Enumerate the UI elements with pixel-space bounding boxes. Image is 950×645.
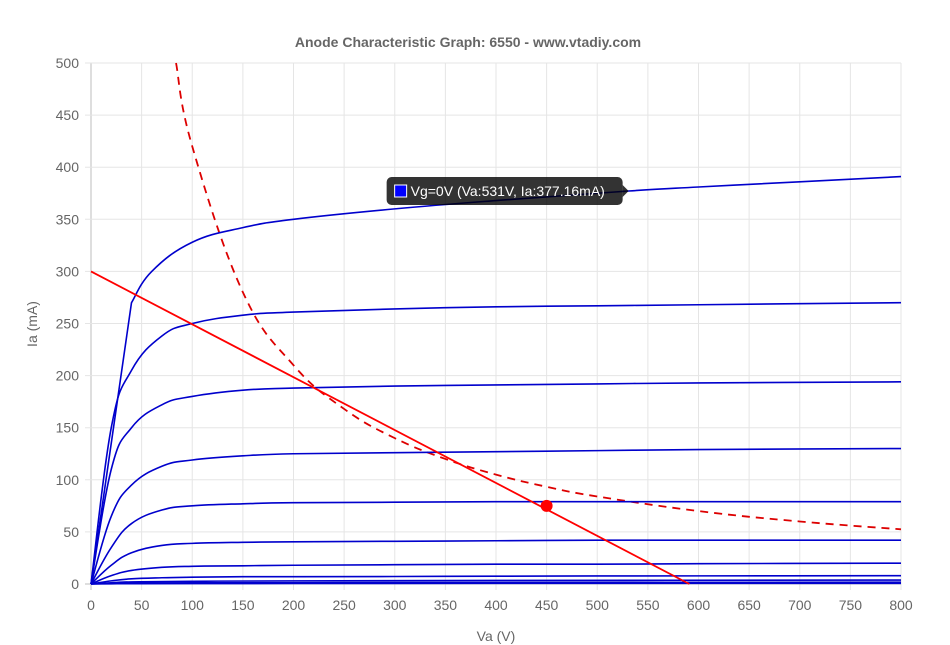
plot-area bbox=[90, 62, 902, 585]
chart-title: Anode Characteristic Graph: 6550 - www.v… bbox=[295, 34, 641, 50]
characteristic-curve bbox=[90, 381, 902, 585]
tooltip-swatch bbox=[394, 184, 408, 198]
x-tick-label: 300 bbox=[383, 597, 407, 613]
x-tick-label: 150 bbox=[231, 597, 255, 613]
y-axis-label: Ia (mA) bbox=[24, 301, 40, 347]
x-axis-ticks: 0 50 100 150 200 250 300 350 400 450 500 550 600 650 7… bbox=[87, 597, 913, 613]
characteristic-curve bbox=[90, 582, 902, 585]
tooltip-box bbox=[386, 176, 623, 205]
y-tick-label: 150 bbox=[56, 420, 80, 436]
x-tick-label: 650 bbox=[737, 597, 761, 613]
y-tick-label: 400 bbox=[56, 159, 80, 175]
x-tick-label: 500 bbox=[586, 597, 610, 613]
y-axis-ticks: 0 50 100 150 200 250 300 350 400 450 500 bbox=[56, 55, 80, 592]
x-tick-label: 50 bbox=[134, 597, 150, 613]
characteristic-curve bbox=[90, 175, 902, 585]
y-tick-label: 450 bbox=[56, 107, 80, 123]
x-tick-label: 100 bbox=[181, 597, 205, 613]
y-tick-label: 500 bbox=[56, 55, 80, 71]
y-tick-label: 50 bbox=[63, 524, 79, 540]
characteristic-curve bbox=[90, 579, 902, 585]
x-tick-label: 750 bbox=[839, 597, 863, 613]
x-tick-label: 400 bbox=[484, 597, 508, 613]
x-tick-label: 0 bbox=[87, 597, 95, 613]
x-tick-label: 350 bbox=[434, 597, 458, 613]
grid bbox=[85, 62, 902, 590]
x-tick-label: 450 bbox=[535, 597, 559, 613]
x-tick-label: 800 bbox=[889, 597, 913, 613]
characteristic-curve bbox=[90, 562, 902, 585]
max-dissipation-curve bbox=[175, 62, 902, 531]
x-tick-label: 600 bbox=[687, 597, 711, 613]
tooltip-text: Vg=0V (Va:531V, Ia:377.16mA) bbox=[411, 183, 605, 199]
operating-point[interactable] bbox=[540, 499, 553, 512]
y-tick-label: 250 bbox=[56, 316, 80, 332]
x-tick-label: 700 bbox=[788, 597, 812, 613]
characteristic-curve bbox=[90, 447, 902, 585]
characteristic-curve bbox=[90, 500, 901, 585]
y-tick-label: 350 bbox=[56, 211, 80, 227]
y-tick-label: 0 bbox=[71, 576, 79, 592]
y-tick-label: 100 bbox=[56, 472, 80, 488]
characteristic-curve bbox=[90, 539, 901, 585]
y-tick-label: 200 bbox=[56, 368, 80, 384]
tooltip-caret bbox=[622, 184, 629, 197]
characteristic-curve bbox=[90, 574, 902, 585]
x-tick-label: 550 bbox=[636, 597, 660, 613]
x-tick-label: 200 bbox=[282, 597, 306, 613]
x-axis-label: Va (V) bbox=[477, 628, 516, 644]
y-tick-label: 300 bbox=[56, 263, 80, 279]
tooltip: Vg=0V (Va:531V, Ia:377.16mA) bbox=[386, 176, 629, 205]
characteristic-curve bbox=[90, 301, 902, 585]
x-tick-label: 250 bbox=[332, 597, 356, 613]
load-line bbox=[90, 270, 690, 585]
